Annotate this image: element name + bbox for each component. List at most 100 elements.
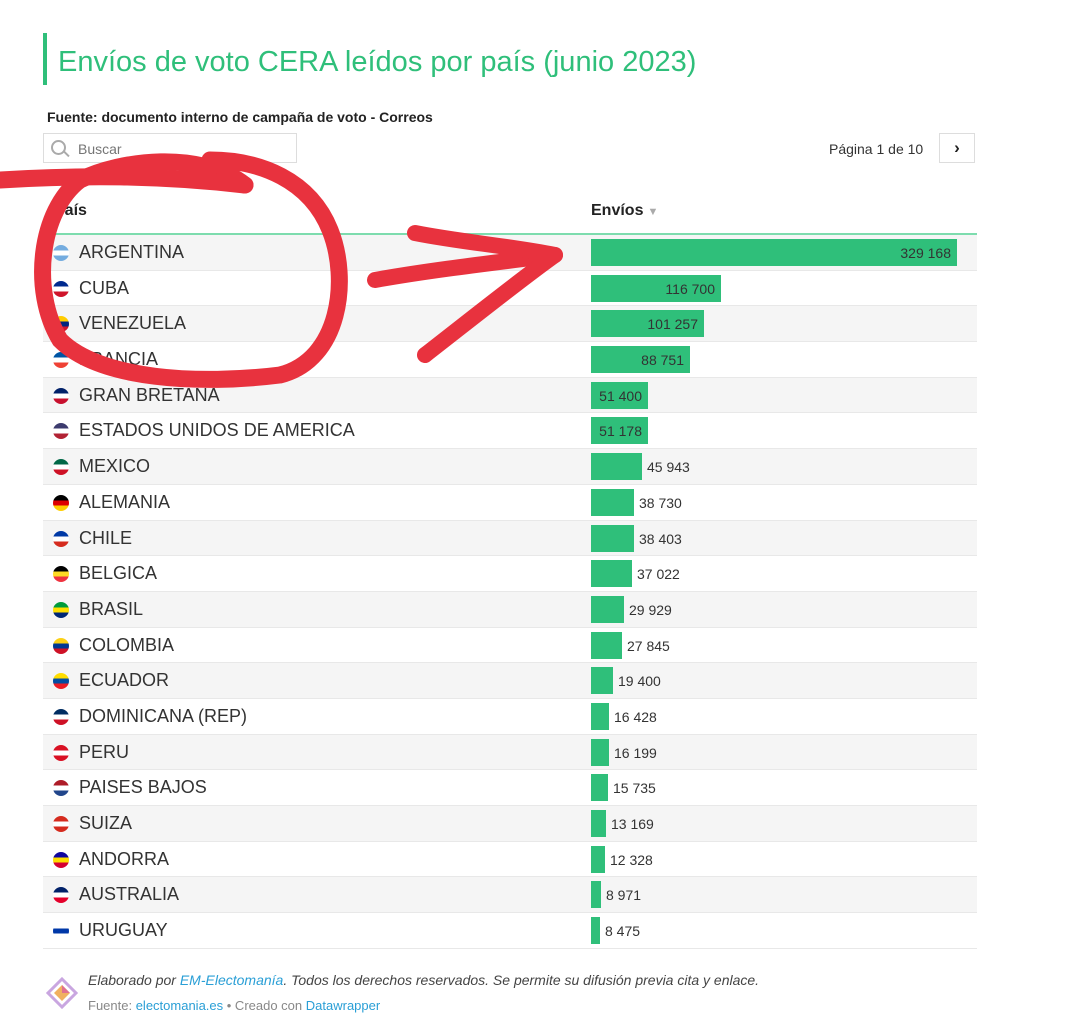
footer-source-mid: • Creado con	[223, 998, 306, 1013]
uruguay-flag-icon	[53, 923, 69, 940]
country-label: URUGUAY	[79, 920, 168, 941]
value-label: 27 845	[627, 637, 670, 654]
chevron-right-icon: ›	[954, 138, 960, 157]
dominican-flag-icon	[53, 708, 69, 725]
bar	[591, 774, 608, 802]
uk-flag-icon	[53, 387, 69, 404]
table-row: VENEZUELA 101 257	[43, 306, 977, 343]
bar	[591, 381, 648, 409]
column-header-country-label: País	[54, 202, 87, 219]
country-label: ECUADOR	[79, 670, 170, 691]
value-label: 16 428	[614, 708, 657, 725]
country-label: BELGICA	[79, 563, 158, 584]
value-label: 38 403	[639, 530, 682, 547]
sort-down-icon: ▼	[647, 206, 659, 218]
footer-credit-suffix: . Todos los derechos reservados. Se perm…	[283, 972, 760, 988]
value-label: 116 700	[665, 280, 715, 297]
table-row: CHILE 38 403	[43, 520, 977, 557]
bar	[591, 417, 648, 445]
column-header-country[interactable]: País	[54, 202, 87, 220]
country-label: AUSTRALIA	[79, 884, 180, 905]
column-header-envios[interactable]: Envíos ▼	[591, 202, 658, 220]
germany-flag-icon	[53, 494, 69, 511]
mexico-flag-icon	[53, 459, 69, 476]
value-label: 12 328	[610, 851, 653, 868]
value-label: 37 022	[637, 566, 680, 583]
value-label: 15 735	[613, 780, 656, 797]
footer-credit-prefix: Elaborado por	[88, 972, 180, 988]
usa-flag-icon	[53, 423, 69, 440]
table-row: ECUADOR 19 400	[43, 663, 977, 699]
bar	[591, 453, 642, 481]
table-row: AUSTRALIA 8 971	[43, 877, 977, 914]
bar	[591, 667, 613, 695]
search-input[interactable]	[76, 138, 290, 160]
table-row: ESTADOS UNIDOS DE AMERICA 51 178	[43, 413, 977, 450]
brazil-flag-icon	[53, 601, 69, 618]
source-link[interactable]: electomania.es	[135, 998, 224, 1013]
country-label: FRANCIA	[79, 349, 159, 370]
chile-flag-icon	[53, 530, 69, 547]
country-label: PAISES BAJOS	[79, 777, 207, 798]
table-row: CUBA 116 700	[43, 271, 977, 307]
table-row: SUIZA 13 169	[43, 806, 977, 842]
country-label: ESTADOS UNIDOS DE AMERICA	[79, 420, 355, 441]
country-label: MEXICO	[79, 456, 151, 477]
value-label: 101 257	[647, 316, 698, 333]
annotation-stroke	[0, 168, 254, 194]
value-label: 13 169	[611, 816, 654, 832]
bar	[591, 239, 957, 266]
next-page-button[interactable]: ›	[939, 133, 975, 163]
value-label: 51 178	[599, 423, 642, 440]
country-label: CUBA	[79, 277, 130, 298]
country-label: COLOMBIA	[79, 634, 175, 655]
bar	[591, 274, 721, 302]
table-row: MEXICO 45 943	[43, 449, 977, 485]
value-label: 8 475	[605, 923, 641, 940]
chart-title: Envíos de voto CERA leídos por país (jun…	[58, 46, 697, 78]
bar	[591, 631, 622, 659]
datawrapper-link[interactable]: Datawrapper	[305, 998, 381, 1013]
venezuela-flag-icon	[53, 316, 69, 333]
column-header-envios-label: Envíos	[591, 202, 644, 219]
country-label: PERU	[79, 741, 130, 762]
table-row: BELGICA 37 022	[43, 556, 977, 592]
value-label: 16 199	[614, 744, 657, 761]
andorra-flag-icon	[53, 851, 69, 868]
table-row: ANDORRA 12 328	[43, 842, 977, 878]
table-row: DOMINICANA (REP) 16 428	[43, 699, 977, 735]
table-row: COLOMBIA 27 845	[43, 628, 977, 664]
argentina-flag-icon	[53, 245, 69, 261]
value-label: 19 400	[618, 673, 661, 690]
table-row: PAISES BAJOS 15 735	[43, 770, 977, 806]
value-label: 51 400	[599, 387, 642, 404]
value-label: 329 168	[900, 245, 951, 261]
table-body: ARGENTINA 329 168 CUBA 116 700 VENEZUELA 101 …	[43, 235, 977, 949]
footer-source-prefix: Fuente:	[88, 998, 136, 1013]
value-label: 29 929	[629, 601, 672, 618]
table-row: BRASIL 29 929	[43, 591, 977, 628]
search-icon	[51, 140, 66, 155]
bar	[591, 595, 624, 623]
country-label: ARGENTINA	[79, 242, 185, 262]
value-label: 8 971	[606, 887, 642, 904]
footer-source: Fuente: electomania.es • Creado con Data…	[88, 998, 380, 1013]
search-box[interactable]	[43, 133, 297, 163]
title-accent-bar	[43, 33, 47, 85]
table-row: PERU 16 199	[43, 734, 977, 771]
peru-flag-icon	[53, 744, 69, 761]
table-row: FRANCIA 88 751	[43, 342, 977, 378]
switzerland-flag-icon	[53, 816, 69, 832]
bar	[591, 810, 606, 837]
bar	[591, 560, 632, 588]
value-label: 88 751	[641, 352, 684, 369]
author-link[interactable]: EM-Electomanía	[179, 972, 284, 988]
country-label: DOMINICANA (REP)	[79, 705, 248, 726]
colombia-flag-icon	[53, 637, 69, 654]
table-row: ARGENTINA 329 168	[43, 235, 977, 271]
ecuador-flag-icon	[53, 673, 69, 690]
country-label: GRAN BRETAÑA	[79, 384, 220, 405]
table-row: GRAN BRETAÑA 51 400	[43, 377, 977, 414]
value-label: 45 943	[647, 459, 690, 476]
country-label: BRASIL	[79, 598, 144, 619]
